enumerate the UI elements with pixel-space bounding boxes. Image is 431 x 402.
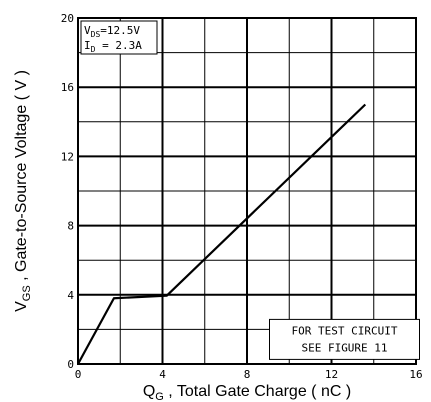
x-tick-label: 0 [75, 368, 82, 381]
condition-vds-symbol: V [84, 24, 91, 37]
y-axis-title-text: , Gate-to-Source Voltage ( V ) [13, 70, 30, 285]
x-axis-title-symbol: Q [143, 383, 155, 400]
test-circuit-note-box [269, 318, 420, 360]
y-axis-title: VGS , Gate-to-Source Voltage ( V ) [13, 70, 33, 312]
x-tick-label: 16 [409, 368, 422, 381]
y-tick-label: 12 [61, 150, 74, 163]
x-tick-label: 12 [325, 368, 338, 381]
plot-border [77, 17, 417, 365]
test-circuit-note-line-2: SEE FIGURE 11 [301, 341, 387, 354]
x-axis-title-subscript: G [155, 391, 164, 402]
y-tick-label: 16 [61, 81, 74, 94]
conditions-box [80, 20, 158, 55]
y-tick-label: 0 [67, 358, 74, 371]
condition-vds-value: =12.5V [100, 24, 140, 37]
tick-labels: 0 4 8 12 16 0 4 8 12 16 20 [61, 12, 423, 381]
condition-id: ID = 2.3A [84, 39, 142, 54]
condition-id-value: = 2.3A [95, 39, 142, 52]
x-axis-title: QG , Total Gate Charge ( nC ) [143, 383, 351, 402]
y-axis-title-subscript: GS [21, 285, 33, 301]
gate-charge-curve [77, 103, 367, 365]
grid [77, 17, 417, 365]
series [77, 103, 367, 365]
x-tick-label: 4 [159, 368, 166, 381]
test-circuit-note-line-1: FOR TEST CIRCUIT [292, 324, 398, 337]
condition-vds-subscript: DS [91, 30, 101, 39]
x-axis-title-text: , Total Gate Charge ( nC ) [164, 383, 351, 400]
condition-id-symbol: I [84, 39, 91, 52]
y-tick-label: 8 [67, 220, 74, 233]
x-tick-label: 8 [244, 368, 251, 381]
y-tick-label: 4 [67, 289, 74, 302]
condition-id-subscript: D [91, 45, 96, 54]
y-axis-title-symbol: V [13, 301, 30, 312]
condition-vds: VDS=12.5V [84, 24, 140, 39]
y-tick-label: 20 [61, 12, 74, 25]
